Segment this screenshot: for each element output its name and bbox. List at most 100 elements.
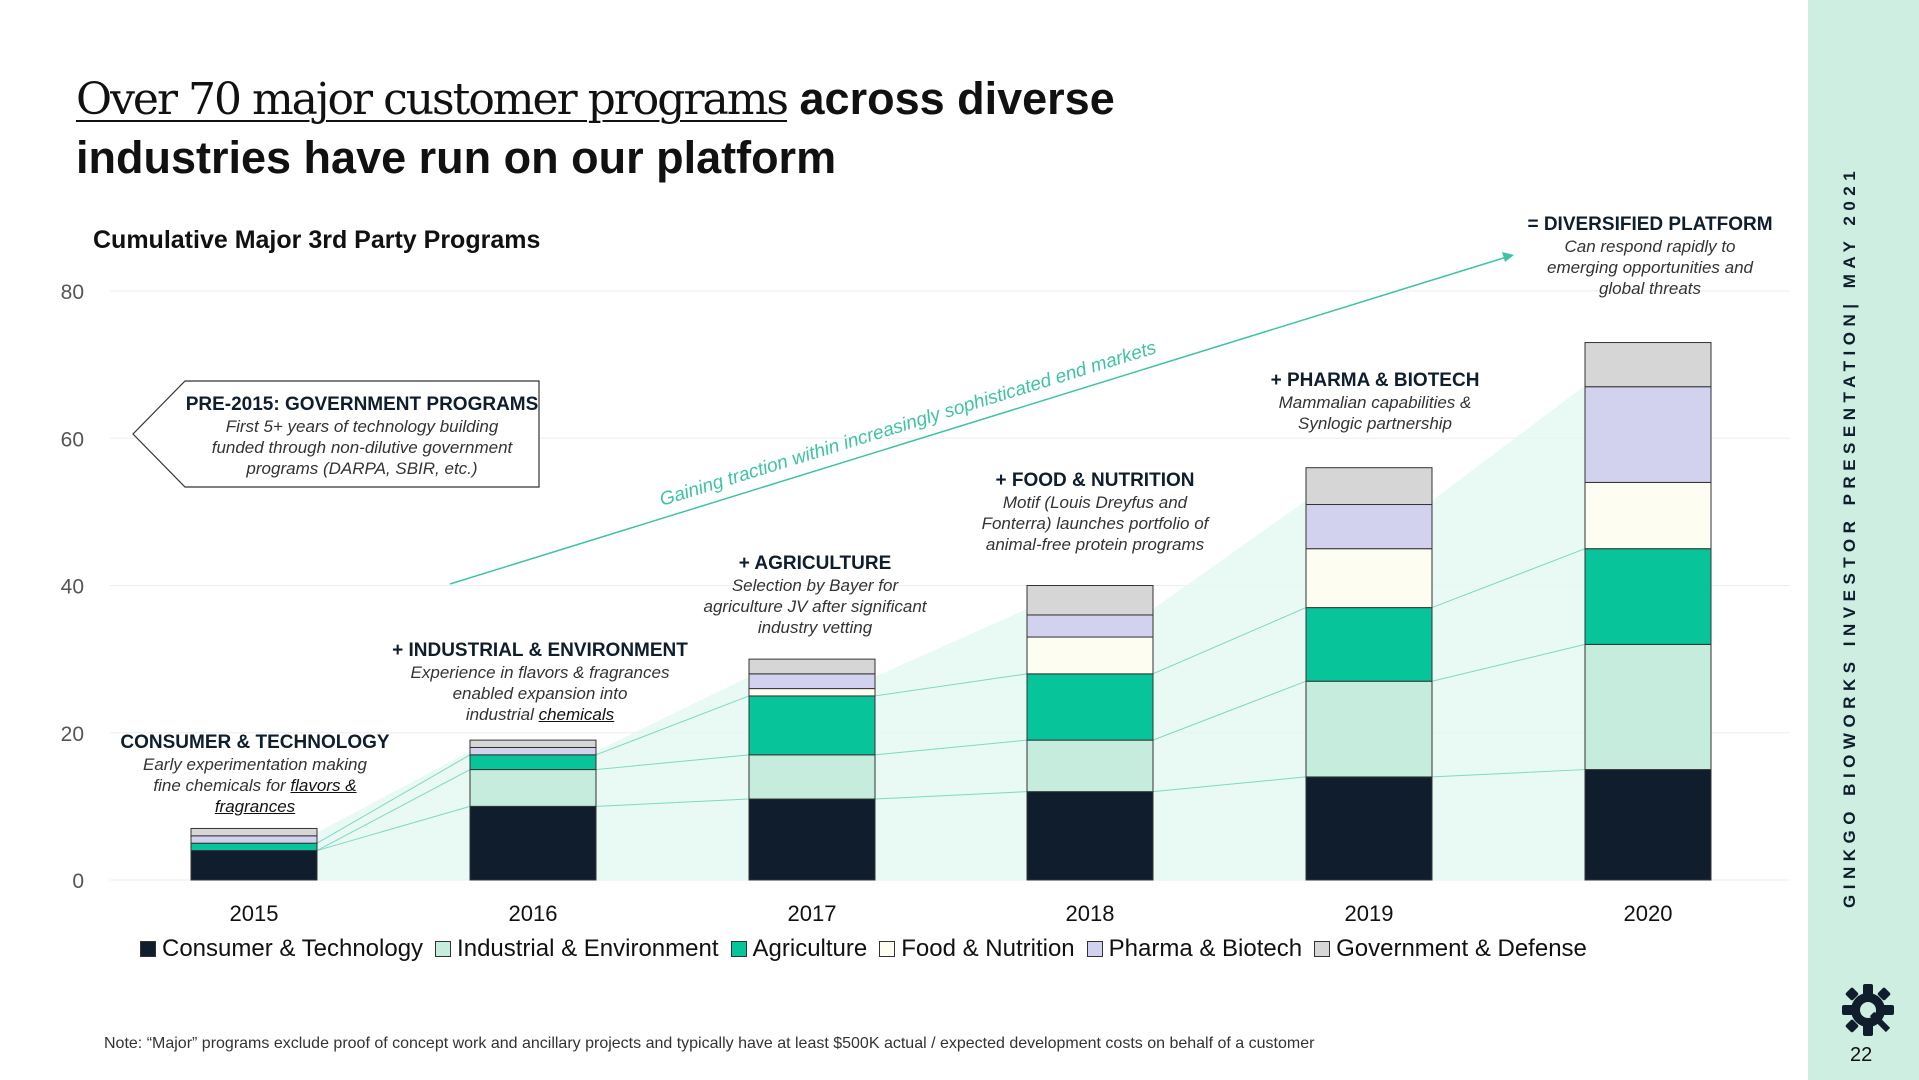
industrial-link[interactable]: chemicals bbox=[538, 705, 615, 724]
bar-segment-agriculture bbox=[748, 695, 876, 756]
legend-item: Industrial & Environment bbox=[435, 935, 719, 963]
bar-segment-pharma-biotech bbox=[190, 835, 318, 844]
series-connector-line bbox=[316, 769, 471, 851]
bar-segment-consumer-technology bbox=[469, 805, 597, 881]
pharma-heading: + PHARMA & BIOTECH bbox=[1270, 370, 1480, 391]
bar-segment-food-nutrition bbox=[1026, 636, 1154, 675]
bar-segment-industrial-environment bbox=[1584, 643, 1712, 771]
agriculture-body-3: industry vetting bbox=[757, 618, 873, 637]
diversified-heading: = DIVERSIFIED PLATFORM bbox=[1527, 214, 1773, 235]
consumer-link-2[interactable]: fragrances bbox=[214, 797, 296, 816]
series-connector-line bbox=[595, 695, 750, 756]
bar-segment-pharma-biotech bbox=[469, 746, 597, 756]
x-tick-label: 2016 bbox=[509, 901, 558, 926]
legend-swatch bbox=[879, 941, 896, 957]
series-connector-line bbox=[1152, 776, 1307, 793]
pre2015-callout-box bbox=[132, 380, 540, 488]
y-tick-label: 80 bbox=[61, 281, 84, 304]
pre2015-body-3: programs (DARPA, SBIR, etc.) bbox=[246, 459, 478, 478]
trend-arrow-head-icon bbox=[1502, 252, 1514, 262]
consumer-body-1: Early experimentation making bbox=[143, 755, 367, 774]
bar-segment-agriculture bbox=[1584, 548, 1712, 645]
pre2015-body-1: First 5+ years of technology building bbox=[225, 417, 499, 436]
x-tick-label: 2017 bbox=[788, 901, 837, 926]
legend-label: Industrial & Environment bbox=[457, 935, 719, 962]
legend-swatch bbox=[435, 941, 452, 957]
pharma-body-1: Mammalian capabilities & bbox=[1278, 393, 1472, 412]
series-connector-line bbox=[316, 805, 471, 852]
consumer-body-2: fine chemicals for bbox=[153, 776, 291, 795]
bar-segment-government-defense bbox=[469, 739, 597, 748]
consumer-link-1[interactable]: flavors & bbox=[290, 776, 357, 795]
bar-segment-pharma-biotech bbox=[1584, 386, 1712, 483]
y-tick-label: 40 bbox=[61, 576, 84, 599]
agriculture-body-2: agriculture JV after significant bbox=[703, 597, 927, 616]
pre2015-heading: PRE-2015: GOVERNMENT PROGRAMS bbox=[185, 394, 539, 415]
annotation-pre2015: PRE-2015: GOVERNMENT PROGRAMS First 5+ y… bbox=[185, 394, 539, 479]
bar-segment-consumer-technology bbox=[748, 798, 876, 881]
bar-segment-agriculture bbox=[469, 754, 597, 771]
food-body-1: Motif (Louis Dreyfus and bbox=[1002, 493, 1188, 512]
x-tick-label: 2019 bbox=[1345, 901, 1394, 926]
bar-segment-food-nutrition bbox=[1584, 481, 1712, 550]
bar-segment-pharma-biotech bbox=[1305, 504, 1433, 550]
chart-title: Cumulative Major 3rd Party Programs bbox=[93, 226, 541, 254]
legend-item: Pharma & Biotech bbox=[1086, 935, 1303, 963]
chart-legend: Consumer & Technology Industrial & Enviro… bbox=[140, 935, 1587, 963]
legend-label: Food & Nutrition bbox=[901, 935, 1075, 962]
industrial-body-3: industrial bbox=[465, 705, 539, 724]
legend-swatch bbox=[1086, 941, 1103, 957]
bar-segment-pharma-biotech bbox=[748, 673, 876, 690]
bar-segment-government-defense bbox=[748, 658, 876, 675]
bar-segment-industrial-environment bbox=[469, 769, 597, 807]
legend-item: Government & Defense bbox=[1314, 935, 1587, 963]
agriculture-heading: + AGRICULTURE bbox=[738, 553, 892, 574]
bar-segment-consumer-technology bbox=[1584, 769, 1712, 881]
series-connector-line bbox=[595, 798, 750, 807]
page-number: 22 bbox=[1850, 1044, 1873, 1066]
legend-label: Government & Defense bbox=[1336, 935, 1587, 962]
legend-label: Pharma & Biotech bbox=[1108, 935, 1303, 962]
legend-swatch bbox=[140, 941, 156, 957]
legend-label: Consumer & Technology bbox=[162, 935, 424, 962]
legend-item: Consumer & Technology bbox=[140, 935, 423, 963]
series-connector-line bbox=[1431, 643, 1586, 682]
legend-item: Food & Nutrition bbox=[879, 935, 1075, 963]
slide-title: Over 70 major customer programs across d… bbox=[76, 70, 1176, 187]
annotation-food: + FOOD & NUTRITION Motif (Louis Dreyfus … bbox=[955, 470, 1235, 555]
series-connector-line bbox=[595, 754, 750, 771]
bar-segment-industrial-environment bbox=[1305, 680, 1433, 778]
series-connector-line bbox=[1431, 548, 1586, 609]
industrial-body-2: enabled expansion into bbox=[452, 684, 628, 703]
y-tick-label: 60 bbox=[61, 428, 84, 451]
series-connector-line bbox=[1152, 607, 1307, 675]
sidebar-band bbox=[1808, 0, 1919, 1080]
x-tick-label: 2015 bbox=[230, 901, 279, 926]
annotation-consumer: CONSUMER & TECHNOLOGY Early experimentat… bbox=[110, 732, 400, 817]
ginkgo-logo-icon bbox=[1842, 984, 1894, 1036]
x-tick-label: 2018 bbox=[1066, 901, 1115, 926]
bar-segment-food-nutrition bbox=[1305, 548, 1433, 609]
pharma-body-2: Synlogic partnership bbox=[1297, 414, 1453, 433]
food-body-2: Fonterra) launches portfolio of bbox=[981, 514, 1209, 533]
pre2015-body-2: funded through non-dilutive government bbox=[211, 438, 513, 457]
title-bold-2: industries have run on our platform bbox=[76, 132, 837, 183]
bar-segment-agriculture bbox=[1026, 673, 1154, 741]
consumer-heading: CONSUMER & TECHNOLOGY bbox=[120, 732, 390, 753]
bar-segment-agriculture bbox=[1305, 607, 1433, 682]
y-tick-label: 0 bbox=[72, 870, 84, 893]
diversified-body-2: emerging opportunities and bbox=[1546, 258, 1754, 277]
bar-segment-consumer-technology bbox=[190, 850, 318, 881]
trend-arrow-line bbox=[449, 255, 1511, 585]
series-connector-line bbox=[1431, 769, 1586, 778]
legend-swatch bbox=[1314, 941, 1331, 957]
series-connector-line bbox=[874, 739, 1028, 756]
annotation-agriculture: + AGRICULTURE Selection by Bayer for agr… bbox=[680, 553, 950, 638]
bar-segment-industrial-environment bbox=[1026, 739, 1154, 793]
bar-segment-government-defense bbox=[1305, 467, 1433, 506]
annotation-industrial: + INDUSTRIAL & ENVIRONMENT Experience in… bbox=[380, 640, 700, 725]
title-bold-1: across diverse bbox=[787, 73, 1115, 124]
bar-segment-consumer-technology bbox=[1305, 776, 1433, 881]
legend-item: Agriculture bbox=[730, 935, 867, 963]
